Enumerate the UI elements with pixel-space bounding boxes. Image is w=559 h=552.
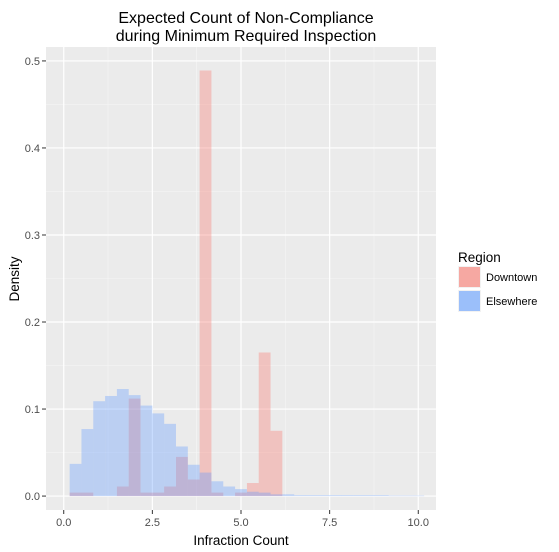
legend-swatch-downtown [459,267,480,287]
bar-elsewhere [176,446,188,497]
bar-elsewhere [412,495,425,497]
y-tick-label: 0.4 [25,143,40,155]
bar-elsewhere [211,481,224,497]
bar-elsewhere [353,495,366,497]
y-tick-label: 0.2 [25,317,40,329]
bar-elsewhere [116,389,129,497]
bar-elsewhere [140,405,153,497]
bar-downtown [235,492,247,497]
bar-downtown [246,483,259,497]
bar-downtown [116,486,129,497]
bar-elsewhere [270,494,283,497]
bar-downtown [140,492,153,497]
x-axis-label: Infraction Count [193,533,289,548]
bar-elsewhere [246,491,259,497]
y-tick-label: 0.3 [25,230,40,242]
legend-label-downtown: Downtown [486,272,537,284]
bar-elsewhere [365,495,377,497]
x-tick-label: 2.5 [145,517,160,529]
bar-elsewhere [81,429,94,497]
bar-downtown [128,398,141,497]
legend-swatch-elsewhere [459,291,480,311]
bar-elsewhere [152,413,165,497]
bar-downtown [69,492,82,497]
bar-elsewhere [400,495,413,497]
bar-elsewhere [258,492,271,497]
bar-elsewhere [341,495,354,497]
bar-downtown [199,70,212,497]
chart-title-line-1: Expected Count of Non-Compliance [118,10,373,27]
bar-elsewhere [329,495,342,497]
bar-elsewhere [223,486,236,497]
grid-lines [46,47,436,510]
x-tick-label: 5.0 [233,517,248,529]
bar-elsewhere [294,495,306,497]
bar-elsewhere [187,464,200,497]
legend: Region Downtown Elsewhere [458,250,537,312]
y-tick-label: 0.5 [25,56,40,68]
bar-elsewhere [105,395,117,497]
chart-title-line-2: during Minimum Required Inspection [116,28,377,45]
bar-elsewhere [164,423,176,497]
bar-elsewhere [376,495,389,497]
legend-title: Region [458,250,501,265]
bar-elsewhere [317,495,330,497]
legend-item-downtown: Downtown [458,266,537,288]
bar-elsewhere [69,463,82,497]
bar-elsewhere [305,495,318,497]
bar-downtown [258,352,271,497]
bar-elsewhere [388,495,401,497]
x-tick-label: 10.0 [408,517,429,529]
x-tick-label: 0.0 [56,517,71,529]
bar-downtown [176,456,188,497]
legend-item-elsewhere: Elsewhere [458,290,537,312]
bar-downtown [211,492,224,497]
bar-downtown [270,430,283,497]
bar-elsewhere [93,401,106,497]
y-axis-ticks: 0.0 0.1 0.2 0.3 0.4 0.5 [25,56,46,503]
legend-label-elsewhere: Elsewhere [486,296,537,308]
y-axis-label: Density [7,256,22,301]
bar-downtown [81,492,94,497]
bar-downtown [152,492,165,497]
bar-elsewhere [282,494,295,497]
x-axis-ticks: 0.0 2.5 5.0 7.5 10.0 [56,510,429,529]
y-tick-label: 0.0 [25,491,40,503]
bar-downtown [164,486,176,497]
y-tick-label: 0.1 [25,404,40,416]
bar-elsewhere [128,395,141,497]
histogram-bars [69,70,425,497]
bar-downtown [187,479,200,497]
bar-elsewhere [199,472,212,497]
bar-elsewhere [235,489,247,497]
x-tick-label: 7.5 [322,517,337,529]
